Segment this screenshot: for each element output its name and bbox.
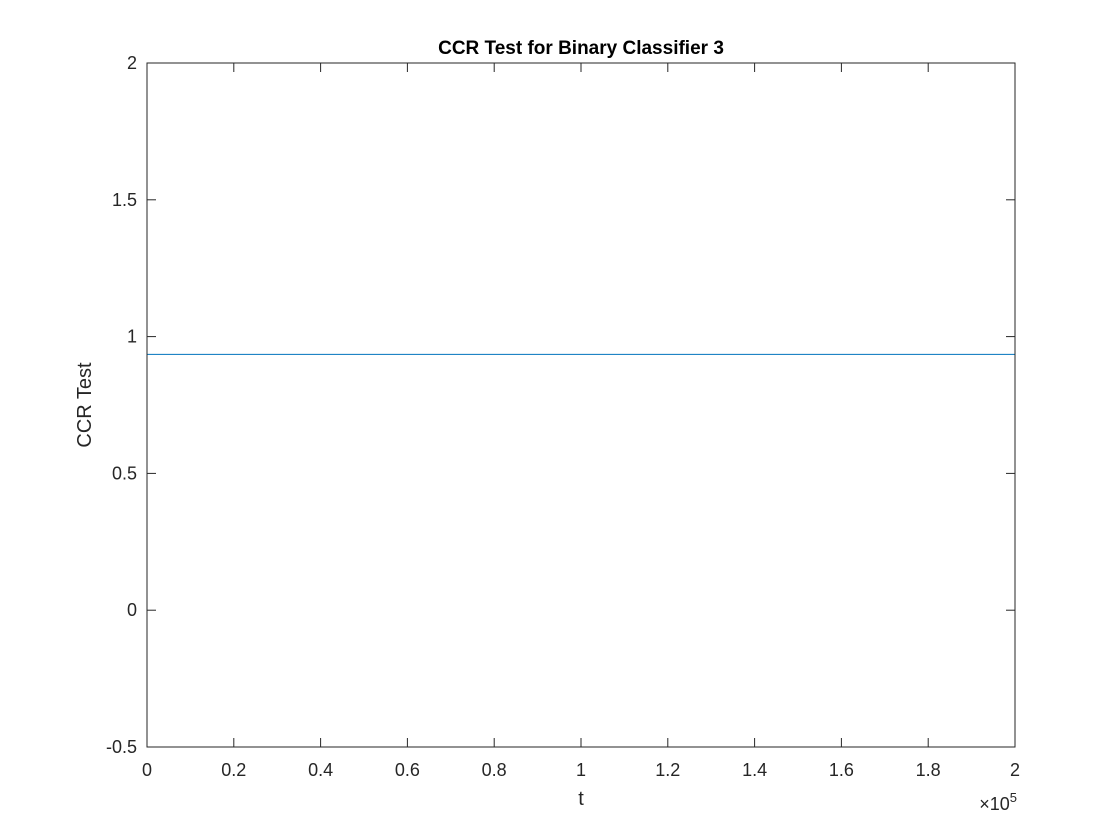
y-tick-label: -0.5 <box>106 737 137 757</box>
x-exponent-label: ×105 <box>979 790 1017 814</box>
x-tick-label: 1 <box>576 760 586 780</box>
ticks-layer: 0 0.2 0.4 0.6 0.8 1 1.2 1.4 1.6 1.8 2-0.500.511.52 <box>106 53 1020 780</box>
y-tick-label: 1.5 <box>112 190 137 210</box>
x-tick-label: 0.8 <box>482 760 507 780</box>
x-tick-label: 1.8 <box>916 760 941 780</box>
x-exponent-prefix: ×10 <box>979 794 1010 814</box>
x-tick-label: 1.6 <box>829 760 854 780</box>
x-tick-label: 1.2 <box>655 760 680 780</box>
x-exponent-power: 5 <box>1010 790 1017 805</box>
x-tick-label: 0.2 <box>221 760 246 780</box>
y-tick-label: 0 <box>127 600 137 620</box>
plot-box <box>146 62 1016 748</box>
y-tick-label: 2 <box>127 53 137 73</box>
x-axis-label: t <box>578 788 584 810</box>
x-tick-label: 0.6 <box>395 760 420 780</box>
x-tick-label: 2 <box>1010 760 1020 780</box>
y-axis-label: CCR Test <box>74 362 96 448</box>
x-tick-label: 0 <box>142 760 152 780</box>
x-tick-label: 1.4 <box>742 760 767 780</box>
plot-background <box>147 63 1015 747</box>
y-tick-label: 1 <box>127 327 137 347</box>
y-tick-label: 0.5 <box>112 463 137 483</box>
chart-title: CCR Test for Binary Classifier 3 <box>438 38 724 59</box>
x-tick-label: 0.4 <box>308 760 333 780</box>
